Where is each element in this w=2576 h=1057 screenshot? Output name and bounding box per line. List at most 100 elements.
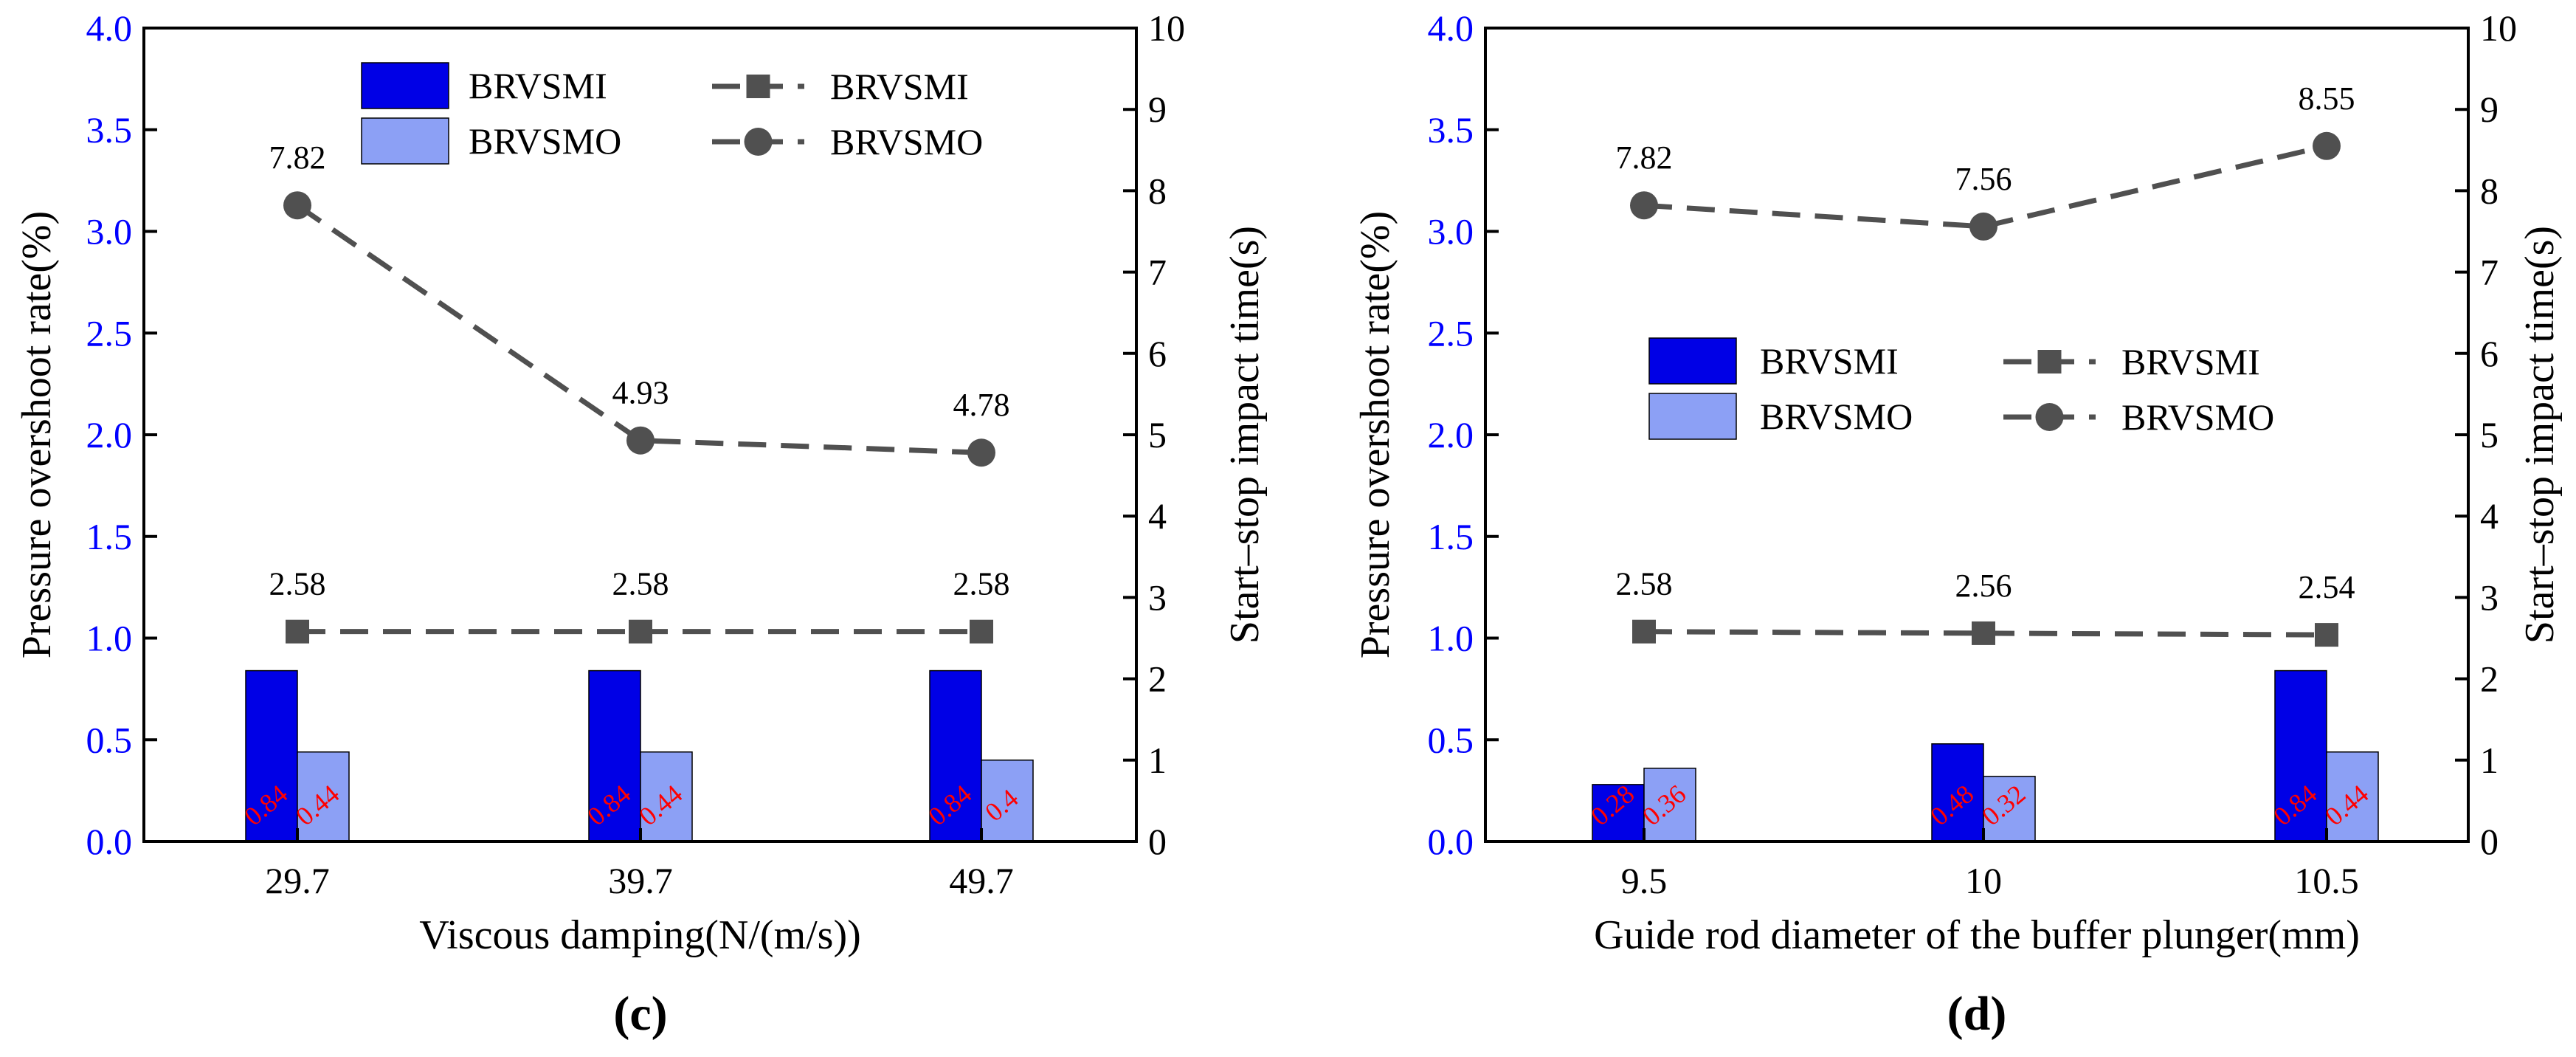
line-data-label: 7.82 (269, 140, 326, 176)
x-tick-label: 49.7 (949, 860, 1014, 901)
right-tick-label: 2 (2480, 658, 2499, 700)
right-tick-label: 2 (1148, 658, 1167, 700)
left-tick-label: 1.5 (1428, 516, 1474, 557)
legend: BRVSMI BRVSMO BRVSMI BRVSMO (1648, 337, 2274, 440)
legend-marker-square (746, 75, 770, 98)
line-data-label: 2.56 (1955, 568, 2012, 604)
left-tick-label: 0.0 (86, 821, 133, 862)
right-tick-label: 9 (1148, 89, 1167, 130)
legend-bar-swatch (361, 62, 449, 109)
bar (2274, 669, 2327, 842)
line-data-label: 2.54 (2299, 569, 2355, 605)
line-data-label: 2.58 (612, 566, 669, 602)
panel-label: (d) (1947, 987, 2007, 1041)
x-axis-title: Guide rod diameter of the buffer plunger… (1594, 912, 2360, 958)
line-data-label: 4.93 (612, 375, 669, 411)
right-tick-label: 7 (2480, 252, 2499, 293)
chart-panel-d: 0.28 0.48 0.840.36 0.32 0.442.58 2.56 2.547.82… (1353, 7, 2563, 1041)
legend-marker-square (2037, 350, 2062, 373)
line-series-brvsmo (296, 203, 982, 455)
panel-label: (c) (613, 987, 667, 1041)
data-point-square (286, 619, 309, 644)
left-tick-label: 2.5 (1428, 312, 1474, 354)
legend-label: BRVSMI (830, 66, 969, 107)
data-point-square (2315, 623, 2338, 647)
data-point-circle (2313, 131, 2341, 160)
right-tick-label: 8 (1148, 170, 1167, 211)
right-axis-title: Start–stop impact time(s) (2517, 226, 2563, 644)
left-tick-label: 0.5 (1428, 719, 1474, 760)
right-tick-label: 6 (2480, 333, 2499, 374)
left-axis-title: Pressure overshoot rate(%) (1353, 211, 1398, 658)
left-tick-label: 3.0 (86, 211, 133, 252)
left-tick-label: 1.5 (86, 516, 133, 557)
left-axis-title: Pressure overshoot rate(%) (14, 211, 60, 658)
right-tick-label: 3 (1148, 576, 1167, 618)
legend-label: BRVSMO (2121, 396, 2274, 438)
legend-label: BRVSMI (1760, 340, 1899, 382)
x-tick-label: 29.7 (265, 860, 330, 901)
left-tick-label: 1.0 (86, 618, 133, 659)
line-series-brvsmi (1643, 629, 2327, 638)
line-data-label: 7.56 (1955, 161, 2012, 197)
bar (1931, 743, 1984, 842)
right-tick-label: 3 (2480, 576, 2499, 618)
line-data-label: 4.78 (953, 387, 1010, 423)
data-point-square (629, 619, 652, 644)
left-tick-label: 0.5 (86, 719, 133, 760)
right-tick-label: 10 (1148, 7, 1185, 49)
legend-bar-swatch (1648, 337, 1737, 385)
x-tick-label: 9.5 (1621, 860, 1668, 901)
x-axis-title: Viscous damping(N/(m/s)) (419, 912, 861, 958)
right-tick-label: 4 (2480, 495, 2499, 537)
left-tick-label: 3.5 (1428, 109, 1474, 151)
left-tick-label: 3.5 (86, 109, 133, 151)
right-tick-label: 8 (2480, 170, 2499, 211)
x-tick-label: 10.5 (2294, 860, 2359, 901)
right-tick-label: 1 (2480, 740, 2499, 781)
bar (245, 669, 298, 842)
legend-marker-circle (744, 128, 773, 156)
line-data-label: 2.58 (1616, 566, 1673, 602)
bar (2326, 751, 2379, 842)
chart-panel-c: 0.84 0.84 0.840.44 0.44 0.42.58 2.58 2.587.824… (14, 7, 1268, 1041)
left-tick-label: 4.0 (1428, 7, 1474, 49)
data-point-square (1972, 621, 1995, 645)
data-point-square (1632, 619, 1656, 644)
bar (588, 669, 641, 842)
legend: BRVSMI BRVSMO BRVSMI BRVSMO (361, 62, 983, 165)
right-tick-label: 9 (2480, 89, 2499, 130)
left-tick-label: 0.0 (1428, 821, 1474, 862)
left-tick-label: 3.0 (1428, 211, 1474, 252)
right-tick-label: 5 (2480, 414, 2499, 455)
x-tick-label: 10 (1965, 860, 2002, 901)
line-data-label: 2.58 (269, 566, 326, 602)
legend-label: BRVSMI (2121, 341, 2260, 382)
bar (1983, 776, 2036, 842)
data-point-circle (967, 438, 995, 467)
data-point-square (970, 619, 993, 644)
line-data-label: 2.58 (953, 566, 1010, 602)
bar (1643, 768, 1696, 842)
data-point-circle (626, 426, 655, 455)
right-tick-label: 1 (1148, 740, 1167, 781)
right-tick-label: 5 (1148, 414, 1167, 455)
x-tick-label: 39.7 (608, 860, 673, 901)
legend-bar-swatch (1648, 393, 1737, 440)
data-point-circle (1630, 191, 1658, 220)
data-point-circle (283, 191, 311, 220)
right-tick-label: 0 (2480, 821, 2499, 862)
line-data-label: 8.55 (2299, 80, 2355, 117)
legend-label: BRVSMO (1760, 396, 1913, 437)
legend-marker-circle (2035, 403, 2064, 431)
line-series-brvsmo (1643, 143, 2327, 230)
right-tick-label: 10 (2480, 7, 2517, 49)
left-tick-label: 2.0 (1428, 414, 1474, 455)
right-tick-label: 4 (1148, 495, 1167, 537)
data-point-circle (1969, 212, 1997, 241)
left-tick-label: 4.0 (86, 7, 133, 49)
right-tick-label: 6 (1148, 333, 1167, 374)
right-tick-label: 7 (1148, 252, 1167, 293)
bar (929, 669, 982, 842)
